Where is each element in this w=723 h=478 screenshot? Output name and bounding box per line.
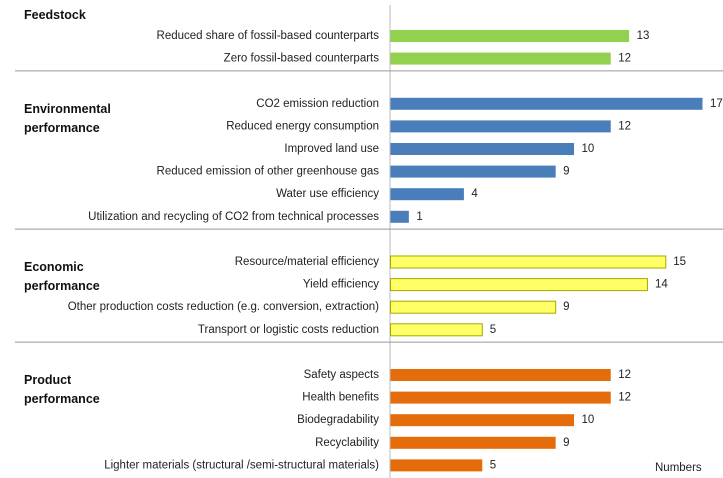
- value-label: 4: [471, 188, 478, 200]
- bar: [390, 52, 611, 65]
- category-label: Reduced emission of other greenhouse gas: [157, 166, 380, 178]
- value-label: 9: [563, 301, 569, 313]
- bar: [390, 255, 667, 269]
- category-label: Water use efficiency: [276, 188, 379, 200]
- bar: [390, 414, 575, 427]
- value-label: 12: [618, 53, 631, 65]
- category-label: Zero fossil-based counterparts: [224, 53, 380, 65]
- category-label: Health benefits: [302, 392, 379, 404]
- bar: [390, 97, 703, 110]
- value-label: 9: [563, 166, 569, 178]
- bar: [390, 300, 557, 314]
- bar: [390, 278, 648, 292]
- value-label: 14: [655, 279, 668, 291]
- bar: [390, 459, 483, 472]
- category-label: Recyclability: [315, 437, 379, 449]
- x-axis-label: Numbers: [655, 462, 702, 474]
- category-label: Utilization and recycling of CO2 from te…: [88, 211, 379, 223]
- bar: [390, 30, 630, 42]
- bar: [390, 391, 611, 404]
- group-label: Product performance: [24, 373, 100, 406]
- value-label: 17: [710, 98, 723, 110]
- category-label: Resource/material efficiency: [235, 256, 379, 268]
- category-label: Improved land use: [284, 143, 379, 155]
- category-label: Reduced share of fossil-based counterpar…: [157, 30, 380, 42]
- bar: [390, 188, 464, 201]
- value-label: 10: [582, 414, 595, 426]
- value-label: 1: [416, 211, 422, 223]
- group-label: Feedstock: [24, 8, 86, 22]
- category-label: Reduced energy consumption: [226, 120, 379, 132]
- value-label: 15: [673, 256, 686, 268]
- value-label: 9: [563, 437, 569, 449]
- value-label: 12: [618, 369, 631, 381]
- value-label: 12: [618, 120, 631, 132]
- bar: [390, 165, 556, 178]
- value-label: 12: [618, 392, 631, 404]
- group-label: Environmental performance: [24, 101, 111, 135]
- bar: [390, 323, 483, 337]
- value-label: 13: [637, 30, 650, 42]
- bar: [390, 436, 556, 449]
- category-label: Lighter materials (structural /semi-stru…: [104, 459, 379, 471]
- category-label: Biodegradability: [297, 414, 379, 426]
- value-label: 5: [490, 459, 496, 471]
- category-label: Transport or logistic costs reduction: [198, 324, 379, 336]
- bar: [390, 369, 611, 381]
- bar: [390, 210, 409, 223]
- bar: [390, 120, 611, 133]
- category-label: Safety aspects: [304, 369, 380, 381]
- value-label: 5: [490, 324, 496, 336]
- value-label: 10: [582, 143, 595, 155]
- category-label: Other production costs reduction (e.g. c…: [68, 301, 379, 313]
- category-label: CO2 emission reduction: [256, 98, 379, 110]
- category-label: Yield efficiency: [303, 279, 379, 291]
- group-label: Economic performance: [24, 260, 100, 293]
- bar: [390, 143, 575, 155]
